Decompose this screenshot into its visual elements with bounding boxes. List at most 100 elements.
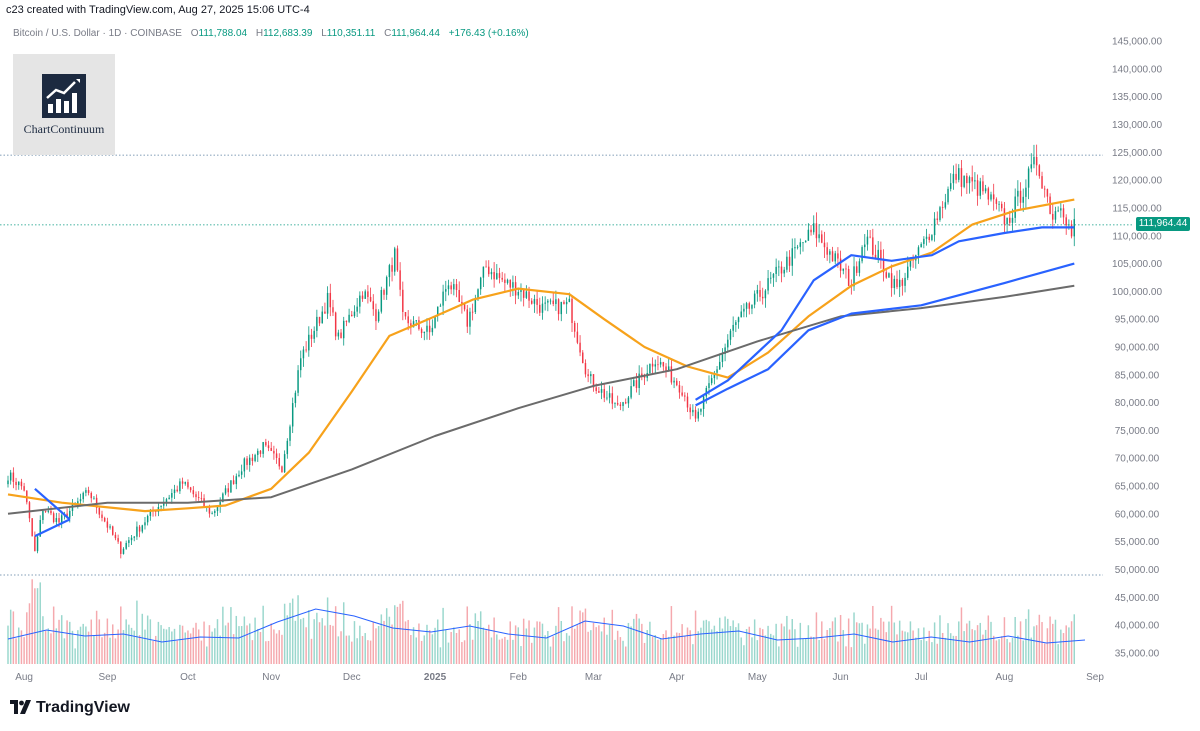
volume-bar bbox=[624, 646, 627, 664]
volume-bar bbox=[1049, 616, 1051, 664]
volume-bar bbox=[928, 630, 930, 664]
candle-body bbox=[635, 380, 638, 388]
candle-body bbox=[171, 493, 173, 498]
candle-body bbox=[125, 542, 127, 549]
candle-body bbox=[1038, 165, 1041, 177]
volume-bar bbox=[1046, 628, 1049, 664]
candle-body bbox=[501, 277, 503, 280]
volume-bar bbox=[885, 632, 887, 664]
candle-body bbox=[42, 510, 44, 521]
candle-body bbox=[659, 362, 662, 365]
candle-body bbox=[649, 363, 651, 374]
candle-body bbox=[998, 203, 1000, 205]
candle-body bbox=[313, 330, 315, 339]
candle-body bbox=[60, 515, 63, 523]
volume-bar bbox=[407, 619, 409, 664]
volume-bar bbox=[904, 631, 906, 664]
volume-bar bbox=[214, 628, 216, 664]
price-axis[interactable]: 145,000.00 140,000.00 135,000.00 130,000.00… bbox=[1112, 37, 1162, 660]
candle-body bbox=[163, 502, 165, 506]
volume-bar bbox=[248, 623, 251, 664]
volume-bar bbox=[165, 629, 168, 664]
candle-body bbox=[992, 194, 995, 200]
candle-body bbox=[93, 497, 95, 499]
volume-bar bbox=[109, 637, 111, 664]
candle-body bbox=[117, 538, 119, 542]
candle-body bbox=[748, 303, 751, 309]
candle-body bbox=[197, 497, 200, 498]
candle-body bbox=[455, 284, 458, 290]
volume-bar bbox=[944, 637, 947, 664]
volume-bar bbox=[949, 633, 952, 664]
volume-bar bbox=[528, 620, 530, 664]
volume-bar bbox=[471, 639, 474, 664]
candle-body bbox=[713, 372, 716, 379]
volume-bar bbox=[732, 620, 734, 664]
candle-body bbox=[772, 273, 775, 278]
price-tick-label: 130,000.00 bbox=[1112, 120, 1162, 131]
candle-body bbox=[87, 490, 90, 493]
candle-body bbox=[947, 188, 949, 203]
volume-bar bbox=[898, 620, 901, 664]
volume-bar bbox=[633, 618, 635, 664]
candle-body bbox=[643, 375, 646, 378]
candle-body bbox=[1043, 188, 1046, 190]
volume-bar bbox=[141, 613, 144, 664]
candle-body bbox=[858, 261, 861, 273]
time-tick-label: Nov bbox=[262, 672, 280, 683]
volume-bar bbox=[1043, 643, 1046, 664]
candle-body bbox=[565, 301, 568, 305]
price-tick-label: 35,000.00 bbox=[1115, 648, 1160, 659]
volume-bar bbox=[461, 642, 463, 664]
volume-bar bbox=[224, 625, 227, 664]
volume-bar bbox=[445, 629, 447, 664]
candle-body bbox=[410, 323, 412, 328]
volume-bar bbox=[772, 635, 775, 664]
candle-body bbox=[184, 482, 187, 484]
volume-bar bbox=[826, 629, 828, 664]
volume-bar bbox=[305, 627, 307, 664]
volume-bar bbox=[627, 622, 630, 664]
volume-bar bbox=[603, 617, 605, 664]
candle-body bbox=[1057, 210, 1059, 212]
candle-body bbox=[568, 298, 571, 302]
candle-body bbox=[251, 457, 254, 462]
volume-bar bbox=[888, 621, 890, 664]
candle-body bbox=[638, 373, 640, 388]
candle-body bbox=[552, 300, 554, 305]
symbol-legend[interactable]: Bitcoin / U.S. Dollar · 1D · COINBASE O1… bbox=[13, 28, 529, 39]
price-tick-label: 55,000.00 bbox=[1115, 537, 1160, 548]
volume-bar bbox=[243, 616, 246, 664]
candle-body bbox=[479, 277, 482, 290]
candle-body bbox=[367, 291, 369, 297]
volume-bar bbox=[189, 633, 192, 664]
candle-body bbox=[1052, 213, 1054, 220]
candle-body bbox=[831, 251, 834, 262]
candle-body bbox=[939, 207, 941, 220]
volume-bar bbox=[1017, 635, 1019, 664]
volume-bar bbox=[60, 615, 63, 664]
candle-body bbox=[544, 302, 546, 304]
volume-bar bbox=[587, 631, 589, 664]
volume-bar bbox=[555, 625, 557, 664]
volume-bar bbox=[493, 617, 495, 664]
volume-bar bbox=[847, 618, 850, 664]
volume-bar bbox=[15, 638, 17, 664]
volume-bar bbox=[982, 634, 984, 664]
volume-bar bbox=[36, 588, 39, 664]
volume-bar bbox=[364, 633, 366, 664]
volume-bar bbox=[592, 622, 595, 664]
candle-body bbox=[275, 453, 278, 458]
volume-bar bbox=[890, 605, 893, 664]
time-axis[interactable]: Aug Sep Oct Nov Dec 2025 Feb Mar Apr May Jun Jul Aug… bbox=[15, 672, 1104, 683]
volume-bar bbox=[340, 631, 342, 664]
indicator-line bbox=[34, 518, 71, 538]
candle-body bbox=[369, 296, 372, 302]
volume-bar bbox=[133, 630, 135, 664]
candle-body bbox=[676, 380, 678, 386]
candle-body bbox=[222, 493, 224, 503]
time-tick-label: Sep bbox=[98, 672, 116, 683]
volume-bar bbox=[638, 618, 640, 664]
tradingview-brand[interactable]: TradingView bbox=[10, 699, 130, 717]
